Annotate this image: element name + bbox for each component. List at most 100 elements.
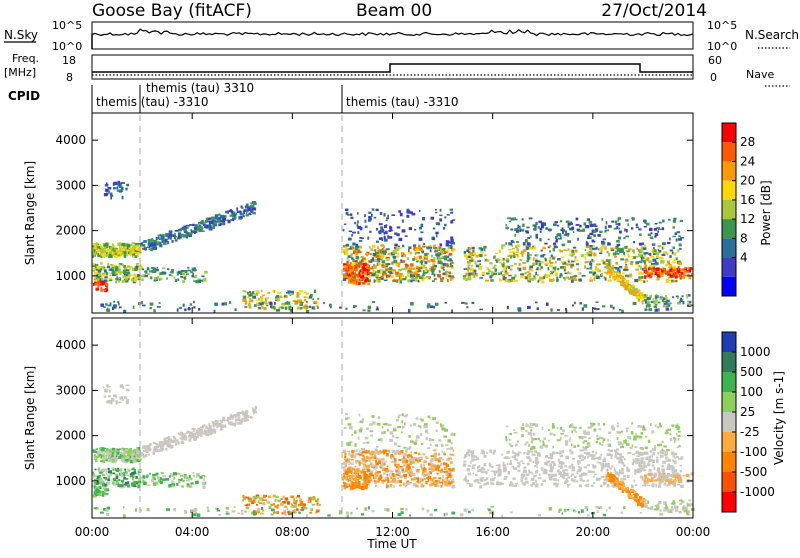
heatmap-cell [377,246,379,249]
heatmap-cell [358,282,360,285]
heatmap-cell [385,477,388,479]
heatmap-cell [597,234,600,237]
heatmap-cell [568,271,570,274]
heatmap-cell [133,472,136,475]
heatmap-cell [202,485,205,489]
heatmap-cell [126,269,129,271]
heatmap-cell [229,210,232,212]
heatmap-cell [427,447,430,449]
heatmap-cell [407,472,409,475]
heatmap-cell [571,474,574,476]
heatmap-cell [357,224,359,227]
heatmap-cell [596,247,598,250]
heatmap-cell [673,220,676,223]
heatmap-cell [177,237,180,239]
heatmap-cell [369,246,371,248]
heatmap-cell [626,283,629,286]
heatmap-cell [126,478,129,480]
heatmap-cell [104,484,106,487]
heatmap-cell [523,466,526,468]
heatmap-cell [642,268,644,271]
heatmap-cell [373,265,376,269]
heatmap-cell [421,485,424,488]
heatmap-cell [522,254,524,257]
heatmap-cell [636,292,639,294]
heatmap-cell [143,241,145,243]
heatmap-cell [587,218,590,221]
heatmap-cell [422,217,425,220]
heatmap-cell [424,253,427,256]
heatmap-cell [570,451,573,454]
heatmap-cell [431,259,433,262]
heatmap-cell [655,223,658,225]
heatmap-cell [398,445,401,447]
heatmap-cell [391,214,395,216]
heatmap-cell [136,252,139,255]
heatmap-cell [540,255,544,258]
heatmap-cell [502,264,504,267]
heatmap-cell [107,263,109,266]
heatmap-cell [579,485,582,488]
heatmap-cell [415,278,418,281]
heatmap-cell [525,477,528,480]
heatmap-cell [209,224,212,226]
heatmap-cell [378,439,381,441]
heatmap-cell [305,307,308,310]
heatmap-cell [104,289,106,292]
heatmap-cell [508,275,511,277]
heatmap-cell [440,243,443,246]
heatmap-cell [421,443,423,445]
heatmap-cell [595,268,599,271]
heatmap-cell [560,273,563,275]
heatmap-cell [593,482,595,484]
heatmap-cell [277,504,279,506]
heatmap-cell [384,423,387,425]
heatmap-cell [438,477,441,479]
heatmap-cell [559,451,562,453]
heatmap-cell [450,447,453,450]
heatmap-cell [410,275,414,278]
heatmap-cell [359,429,362,433]
heatmap-cell [608,279,611,281]
heatmap-cell [157,476,160,479]
heatmap-cell [596,276,600,279]
heatmap-cell [365,253,368,255]
heatmap-cell [516,241,519,243]
heatmap-cell [354,222,356,224]
heatmap-cell [379,263,381,265]
heatmap-cell [527,255,529,258]
heatmap-cell [606,221,608,224]
heatmap-cell [592,451,594,454]
heatmap-cell [635,458,637,460]
heatmap-cell [434,265,437,267]
heatmap-cell [148,485,151,487]
heatmap-cell [590,278,592,281]
heatmap-cell [152,451,155,454]
heatmap-cell [105,283,108,287]
heatmap-cell [398,273,402,276]
heatmap-cell [230,423,233,425]
heatmap-cell [421,457,423,460]
heatmap-cell [432,272,434,276]
heatmap-cell [620,472,624,475]
heatmap-cell [596,478,598,480]
heatmap-cell [424,478,426,480]
heatmap-cell [203,433,206,435]
heatmap-cell [582,307,584,311]
heatmap-cell [623,237,625,239]
heatmap-cell [250,293,252,295]
heatmap-cell [618,473,620,476]
heatmap-cell [111,467,114,469]
heatmap-cell [564,279,566,281]
heatmap-cell [379,476,382,479]
heatmap-cell [650,273,653,275]
heatmap-cell [652,259,656,262]
heatmap-cell [571,280,574,283]
heatmap-cell [274,290,276,293]
heatmap-cell [489,270,491,272]
heatmap-cell [647,485,651,487]
heatmap-cell [364,474,367,477]
heatmap-cell [162,267,165,269]
heatmap-cell [345,308,347,311]
heatmap-cell [615,221,618,224]
